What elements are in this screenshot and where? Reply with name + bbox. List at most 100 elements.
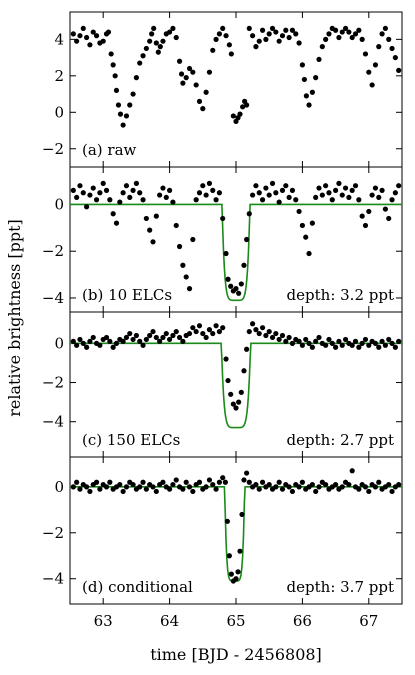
transit-model-line (70, 203, 402, 302)
data-point (233, 405, 239, 411)
data-point (97, 486, 103, 492)
depth-label: depth: 3.7 ppt (287, 578, 394, 596)
data-point (263, 185, 269, 191)
data-point (237, 111, 243, 117)
data-point (369, 192, 375, 198)
data-point (256, 38, 262, 44)
panel-label: (d) conditional (82, 578, 193, 596)
data-point (372, 185, 379, 191)
data-point (333, 187, 339, 193)
data-point (276, 479, 282, 485)
data-point (263, 36, 269, 42)
data-point (137, 190, 143, 196)
data-point (213, 36, 219, 42)
data-point (150, 328, 156, 335)
data-point (306, 250, 312, 257)
data-point (366, 69, 372, 75)
data-point (241, 477, 247, 483)
data-point (313, 338, 319, 344)
data-point (313, 194, 319, 201)
data-point (283, 183, 289, 189)
data-point (233, 286, 239, 292)
data-point (379, 187, 385, 193)
data-point (103, 334, 110, 341)
data-point (153, 40, 159, 46)
y-tick-label: 0 (54, 195, 64, 213)
data-point (163, 330, 169, 337)
data-point (359, 340, 365, 346)
data-point (186, 65, 193, 72)
data-point (110, 211, 116, 217)
data-point (107, 197, 113, 203)
data-point (316, 334, 322, 341)
data-point (137, 484, 143, 490)
data-point (366, 208, 372, 215)
data-point (150, 484, 156, 490)
data-point (339, 29, 345, 35)
data-point (170, 332, 176, 339)
data-point (359, 36, 365, 42)
data-point (369, 82, 375, 88)
data-point (113, 340, 120, 346)
data-point (225, 377, 231, 384)
data-point (376, 479, 382, 485)
data-point (228, 391, 234, 397)
data-point (313, 488, 319, 495)
data-point (259, 479, 266, 485)
data-point (183, 274, 189, 280)
data-point (349, 187, 355, 193)
data-point (362, 222, 369, 229)
data-point (180, 80, 186, 86)
data-point (339, 484, 345, 490)
data-point (319, 44, 325, 50)
data-point (223, 356, 229, 362)
data-point (130, 187, 136, 193)
data-point (289, 187, 296, 193)
data-point (276, 199, 282, 205)
data-point (87, 42, 93, 48)
data-point (326, 190, 332, 196)
data-point (346, 29, 352, 35)
data-point (157, 44, 163, 50)
data-point (313, 75, 319, 81)
data-point (279, 486, 286, 492)
data-point (180, 338, 186, 344)
data-point (240, 104, 246, 110)
transit-model-line (70, 342, 402, 429)
panel-data (70, 25, 402, 128)
data-point (80, 25, 86, 32)
data-point (228, 571, 234, 577)
data-point (87, 338, 93, 344)
data-point (113, 87, 120, 94)
data-point (286, 484, 292, 490)
data-point (186, 484, 193, 490)
data-point (143, 486, 149, 492)
data-point (366, 342, 372, 348)
data-point (216, 479, 222, 485)
data-point (336, 338, 342, 344)
data-point (167, 336, 173, 343)
data-point (84, 344, 90, 350)
x-tick-label: 65 (226, 612, 245, 630)
data-point (269, 25, 276, 32)
data-point (253, 183, 259, 189)
data-point (372, 340, 379, 346)
data-point (190, 69, 196, 75)
data-point (323, 36, 329, 42)
data-point (342, 25, 349, 32)
data-point (157, 338, 163, 344)
data-point (352, 183, 359, 189)
data-point (137, 60, 143, 66)
data-point (289, 27, 296, 33)
data-point (339, 342, 345, 348)
y-tick-label: −4 (42, 413, 64, 431)
panel-2: 0 −2 −4 (b) 10 ELCs depth: 3.2 ppt (42, 166, 403, 313)
data-point (180, 486, 186, 492)
data-point (286, 334, 292, 341)
data-point (216, 190, 222, 196)
data-point (220, 25, 226, 32)
data-point (225, 276, 231, 282)
data-point (90, 29, 96, 35)
data-point (299, 479, 305, 485)
data-point (123, 183, 130, 189)
